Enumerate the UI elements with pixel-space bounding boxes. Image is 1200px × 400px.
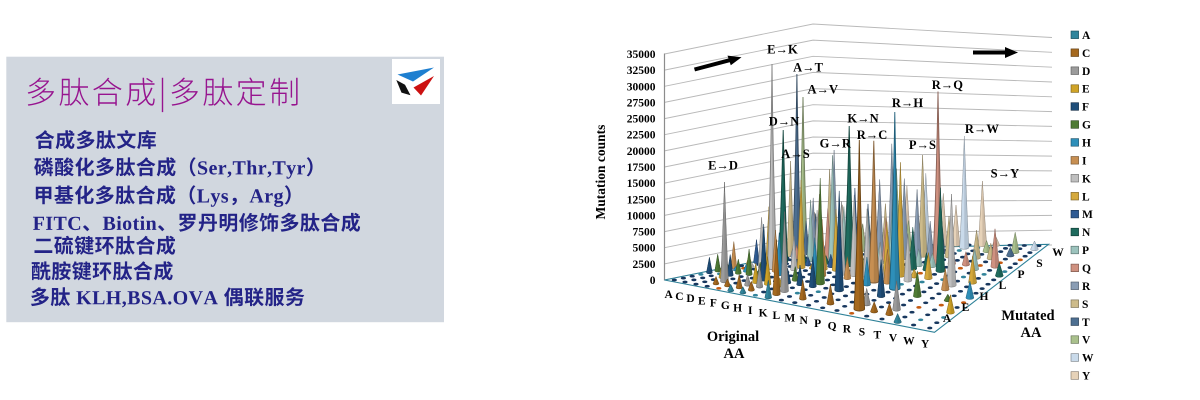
- svg-text:Mutated: Mutated: [1001, 308, 1054, 324]
- svg-text:D: D: [686, 293, 694, 305]
- svg-text:A→V: A→V: [808, 83, 839, 97]
- svg-text:F: F: [710, 298, 717, 310]
- svg-text:0: 0: [650, 275, 656, 287]
- svg-text:Original: Original: [707, 329, 759, 345]
- svg-text:H: H: [1082, 138, 1091, 150]
- svg-text:R: R: [1082, 281, 1091, 293]
- svg-text:G→R: G→R: [820, 137, 852, 151]
- svg-text:K: K: [759, 307, 768, 319]
- svg-text:32500: 32500: [627, 65, 656, 77]
- svg-text:E: E: [962, 302, 970, 314]
- svg-text:AA: AA: [1021, 325, 1042, 341]
- svg-text:7500: 7500: [633, 227, 656, 239]
- svg-text:27500: 27500: [627, 97, 656, 109]
- svg-text:17500: 17500: [627, 162, 656, 174]
- svg-text:10000: 10000: [627, 210, 656, 222]
- svg-text:S→Y: S→Y: [991, 167, 1019, 181]
- svg-text:2500: 2500: [633, 259, 656, 271]
- svg-text:P: P: [1017, 269, 1024, 281]
- svg-text:E: E: [698, 295, 706, 307]
- svg-text:22500: 22500: [627, 130, 656, 142]
- svg-text:R: R: [843, 324, 852, 336]
- svg-text:G: G: [1082, 120, 1091, 132]
- svg-text:V: V: [889, 333, 898, 345]
- svg-text:I: I: [1082, 155, 1087, 167]
- svg-text:C: C: [1082, 48, 1090, 60]
- svg-text:E: E: [1082, 84, 1090, 96]
- svg-text:L: L: [772, 310, 780, 322]
- svg-text:Q: Q: [828, 321, 837, 333]
- svg-text:H: H: [980, 291, 989, 303]
- svg-text:A: A: [665, 289, 674, 301]
- svg-text:F: F: [1082, 102, 1089, 114]
- svg-text:C: C: [675, 291, 683, 303]
- svg-text:Q: Q: [1082, 263, 1091, 275]
- svg-text:R→W: R→W: [965, 122, 1000, 136]
- svg-text:W: W: [903, 336, 915, 348]
- svg-text:W: W: [1052, 247, 1064, 259]
- svg-text:Y: Y: [1082, 371, 1091, 383]
- svg-text:T: T: [873, 329, 881, 341]
- svg-text:M: M: [1082, 209, 1093, 221]
- svg-text:P: P: [814, 318, 821, 330]
- svg-text:G: G: [721, 300, 730, 312]
- svg-text:V: V: [1082, 335, 1091, 347]
- svg-text:20000: 20000: [627, 146, 656, 158]
- svg-text:25000: 25000: [627, 114, 656, 126]
- svg-text:D: D: [1082, 66, 1090, 78]
- svg-text:R→H: R→H: [892, 96, 924, 110]
- svg-text:E→K: E→K: [767, 43, 798, 57]
- svg-text:L: L: [999, 280, 1007, 292]
- svg-text:L: L: [1082, 191, 1090, 203]
- svg-text:N: N: [1082, 227, 1091, 239]
- svg-text:K→N: K→N: [847, 112, 878, 126]
- svg-text:M: M: [784, 313, 795, 325]
- svg-text:S: S: [1082, 299, 1088, 311]
- svg-text:Y: Y: [921, 339, 930, 351]
- svg-text:P→S: P→S: [909, 138, 936, 152]
- svg-text:A→S: A→S: [781, 147, 810, 161]
- svg-text:5000: 5000: [633, 243, 656, 255]
- svg-text:N: N: [799, 315, 808, 327]
- svg-text:12500: 12500: [627, 194, 656, 206]
- svg-text:T: T: [1082, 317, 1090, 329]
- svg-text:R→Q: R→Q: [932, 78, 964, 92]
- svg-text:15000: 15000: [627, 178, 656, 190]
- svg-text:H: H: [733, 302, 742, 314]
- svg-text:W: W: [1082, 353, 1094, 365]
- svg-text:30000: 30000: [627, 81, 656, 93]
- svg-text:K: K: [1082, 173, 1091, 185]
- svg-text:I: I: [748, 305, 753, 317]
- svg-text:Mutation counts: Mutation counts: [593, 125, 608, 220]
- svg-text:S: S: [1036, 258, 1042, 270]
- svg-text:E→D: E→D: [708, 159, 738, 173]
- svg-text:R→C: R→C: [857, 128, 888, 142]
- svg-text:D→N: D→N: [769, 115, 800, 129]
- svg-text:AA: AA: [724, 346, 745, 362]
- svg-text:A: A: [1082, 30, 1091, 42]
- svg-text:S: S: [859, 327, 865, 339]
- svg-text:P: P: [1082, 245, 1089, 257]
- svg-text:A→T: A→T: [793, 61, 824, 75]
- svg-text:35000: 35000: [627, 49, 656, 61]
- svg-text:A: A: [943, 313, 952, 325]
